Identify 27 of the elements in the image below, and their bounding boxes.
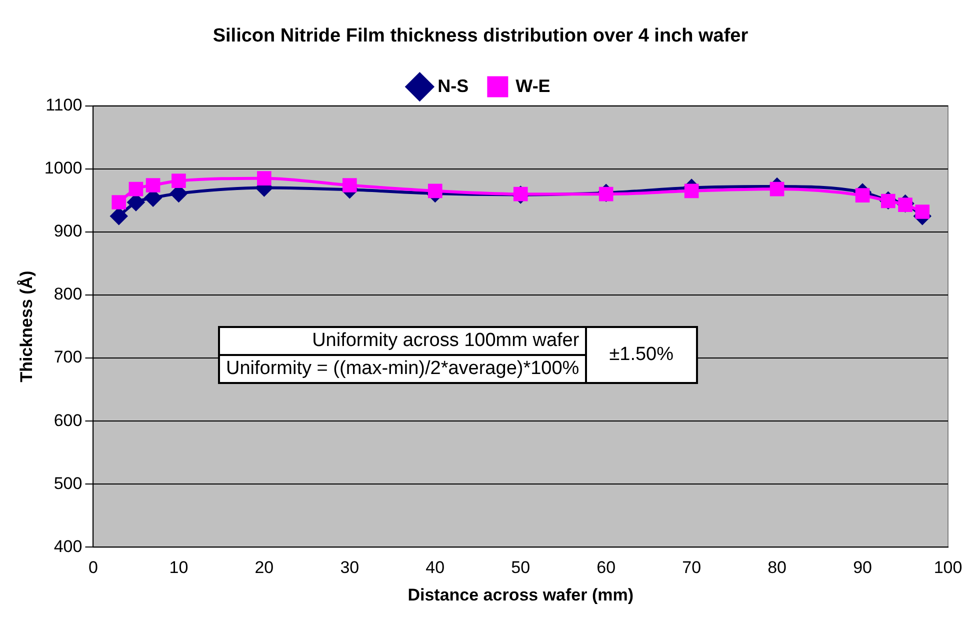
x-axis-title: Distance across wafer (mm) [408,585,634,604]
legend-label: W-E [516,76,550,96]
legend-label: N-S [438,76,469,96]
y-tick-label: 400 [54,536,82,556]
annotation: Uniformity across 100mm wafer [219,327,586,355]
y-axis-title: Thickness (Å) [16,270,36,382]
x-tick-label: 0 [88,558,98,578]
y-tick-label: 800 [54,284,82,304]
x-tick-label: 100 [934,558,962,578]
x-tick-label: 50 [511,558,530,578]
x-tick-label: 60 [596,558,616,578]
y-tick-label: 1000 [44,158,82,178]
x-tick-label: 90 [853,558,872,578]
y-tick-label: 1100 [46,95,82,114]
x-tick-label: 10 [169,558,188,578]
y-tick-label: 900 [54,222,82,241]
x-tick-label: 20 [254,558,274,578]
x-tick-label: 80 [768,558,787,578]
x-tick-label: 40 [426,558,445,578]
annotation: Uniformity = ((max-min)/2*average)*100% [219,355,586,383]
annotation: ±1.50% [586,327,697,383]
chart-title: Silicon Nitride Film thickness distribution over 4 inch wafer [212,26,749,47]
x-tick-label: 30 [340,558,360,578]
x-tick-label: 70 [682,558,702,578]
y-tick-label: 600 [54,410,82,430]
y-tick-label: 700 [54,348,82,367]
y-tick-label: 500 [54,474,82,493]
